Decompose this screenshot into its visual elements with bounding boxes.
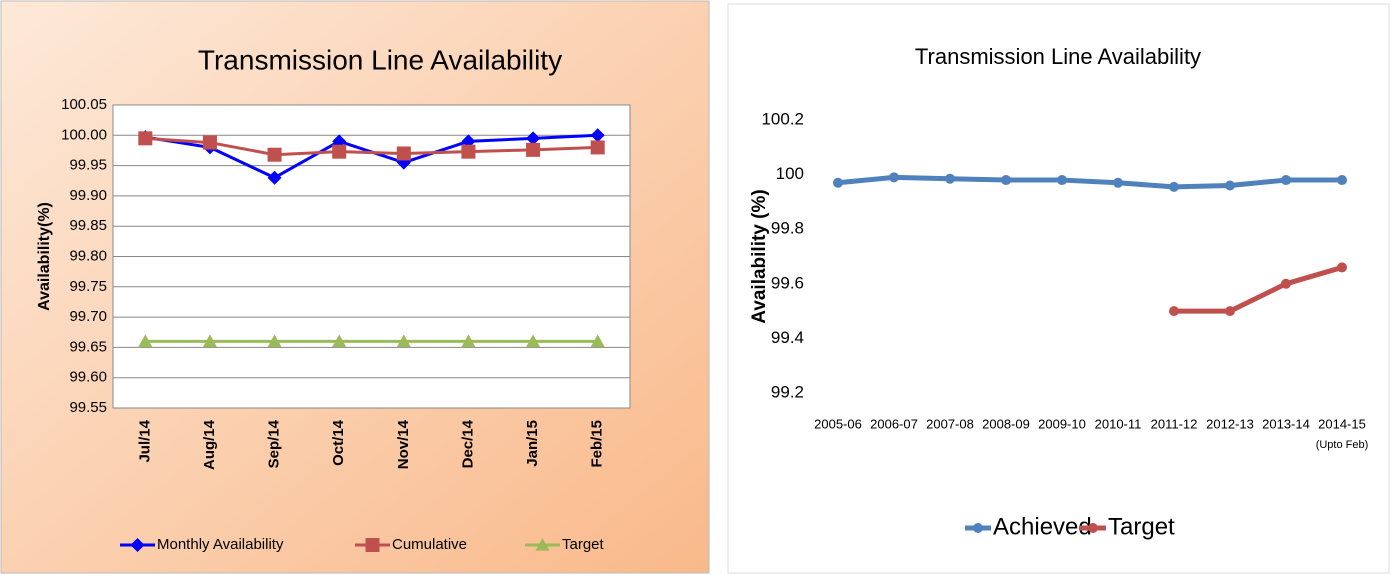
- marker: [1337, 262, 1347, 273]
- y-tick-label: 99.6: [771, 273, 804, 292]
- x-tick-label: 2006-07: [870, 416, 918, 431]
- y-tick-label: 99.55: [69, 399, 107, 416]
- x-tick-label: 2008-09: [982, 416, 1030, 431]
- marker: [1169, 306, 1179, 317]
- y-tick-label: 99.90: [69, 187, 107, 204]
- marker: [590, 140, 605, 155]
- marker: [590, 128, 605, 143]
- chart-title: Transmission Line Availability: [198, 44, 562, 75]
- marker: [1225, 180, 1235, 191]
- chart-title: Transmission Line Availability: [915, 44, 1201, 69]
- y-tick-label: 100.05: [61, 96, 107, 113]
- marker: [202, 334, 217, 347]
- marker: [1337, 175, 1347, 186]
- marker: [1169, 181, 1179, 192]
- y-tick-label: 100.00: [61, 126, 107, 143]
- x-tick-label: 2005-06: [814, 416, 862, 431]
- x-tick-note: (Upto Feb): [1316, 439, 1369, 451]
- marker: [973, 523, 983, 533]
- right-panel: [727, 3, 1390, 574]
- marker: [332, 334, 347, 347]
- y-tick-label: 99.85: [69, 217, 107, 234]
- y-tick-label: 99.70: [69, 308, 107, 325]
- marker: [396, 146, 411, 161]
- x-tick-label: Feb/15: [589, 420, 606, 468]
- marker: [1225, 306, 1235, 317]
- marker: [267, 147, 282, 162]
- x-tick-label: Dec/14: [459, 419, 476, 468]
- x-tick-label: Jul/14: [136, 419, 153, 462]
- marker: [945, 173, 955, 184]
- y-tick-label: 99.75: [69, 278, 107, 295]
- marker: [1088, 523, 1098, 533]
- marker: [138, 334, 153, 347]
- marker: [833, 177, 843, 188]
- marker: [590, 334, 605, 347]
- y-tick-label: 99.8: [771, 219, 804, 238]
- legend-label: Monthly Availability: [157, 536, 284, 553]
- marker: [461, 334, 476, 347]
- x-tick-label: 2013-14: [1262, 416, 1310, 431]
- marker: [1057, 175, 1067, 186]
- marker: [889, 172, 899, 183]
- marker: [1001, 175, 1011, 186]
- marker: [202, 135, 217, 150]
- series-line: [145, 136, 598, 157]
- marker: [332, 144, 347, 159]
- marker: [267, 334, 282, 347]
- marker: [1281, 175, 1291, 186]
- series-line: [1174, 265, 1343, 314]
- x-tick-label: 2014-15: [1318, 416, 1366, 431]
- marker: [461, 144, 476, 159]
- y-tick-label: 99.4: [771, 328, 804, 347]
- marker: [1113, 177, 1123, 188]
- marker: [1281, 278, 1291, 289]
- y-tick-label: 99.80: [69, 247, 107, 264]
- legend-label: Achieved: [993, 513, 1092, 540]
- x-tick-label: Nov/14: [395, 419, 412, 469]
- marker: [535, 538, 550, 551]
- y-tick-label: 100.2: [761, 109, 804, 128]
- x-tick-label: 2012-13: [1206, 416, 1254, 431]
- x-tick-label: Jan/15: [524, 420, 541, 467]
- marker: [365, 538, 380, 552]
- series-line: [837, 174, 1342, 190]
- marker: [138, 131, 153, 146]
- marker: [130, 538, 145, 552]
- y-axis-label: Availability (%): [749, 189, 770, 323]
- y-tick-label: 100: [776, 164, 804, 183]
- y-tick-label: 99.2: [771, 382, 804, 401]
- marker: [526, 142, 541, 157]
- x-tick-label: 2010-11: [1095, 416, 1142, 431]
- legend-label: Target: [1108, 513, 1175, 540]
- y-tick-label: 99.95: [69, 157, 107, 174]
- marker: [526, 131, 541, 146]
- x-tick-label: Sep/14: [266, 419, 283, 468]
- marker: [396, 334, 411, 347]
- y-axis-label: Availability(%): [36, 202, 53, 311]
- y-tick-label: 99.65: [69, 338, 107, 355]
- x-tick-label: 2011-12: [1151, 416, 1198, 431]
- legend-label: Target: [562, 536, 605, 553]
- x-tick-label: 2007-08: [926, 416, 974, 431]
- x-tick-label: Aug/14: [201, 419, 218, 470]
- legend-label: Cumulative: [392, 536, 467, 553]
- y-tick-label: 99.60: [69, 369, 107, 386]
- marker: [267, 170, 282, 185]
- marker: [526, 334, 541, 347]
- x-tick-label: 2009-10: [1038, 416, 1086, 431]
- x-tick-label: Oct/14: [330, 419, 347, 466]
